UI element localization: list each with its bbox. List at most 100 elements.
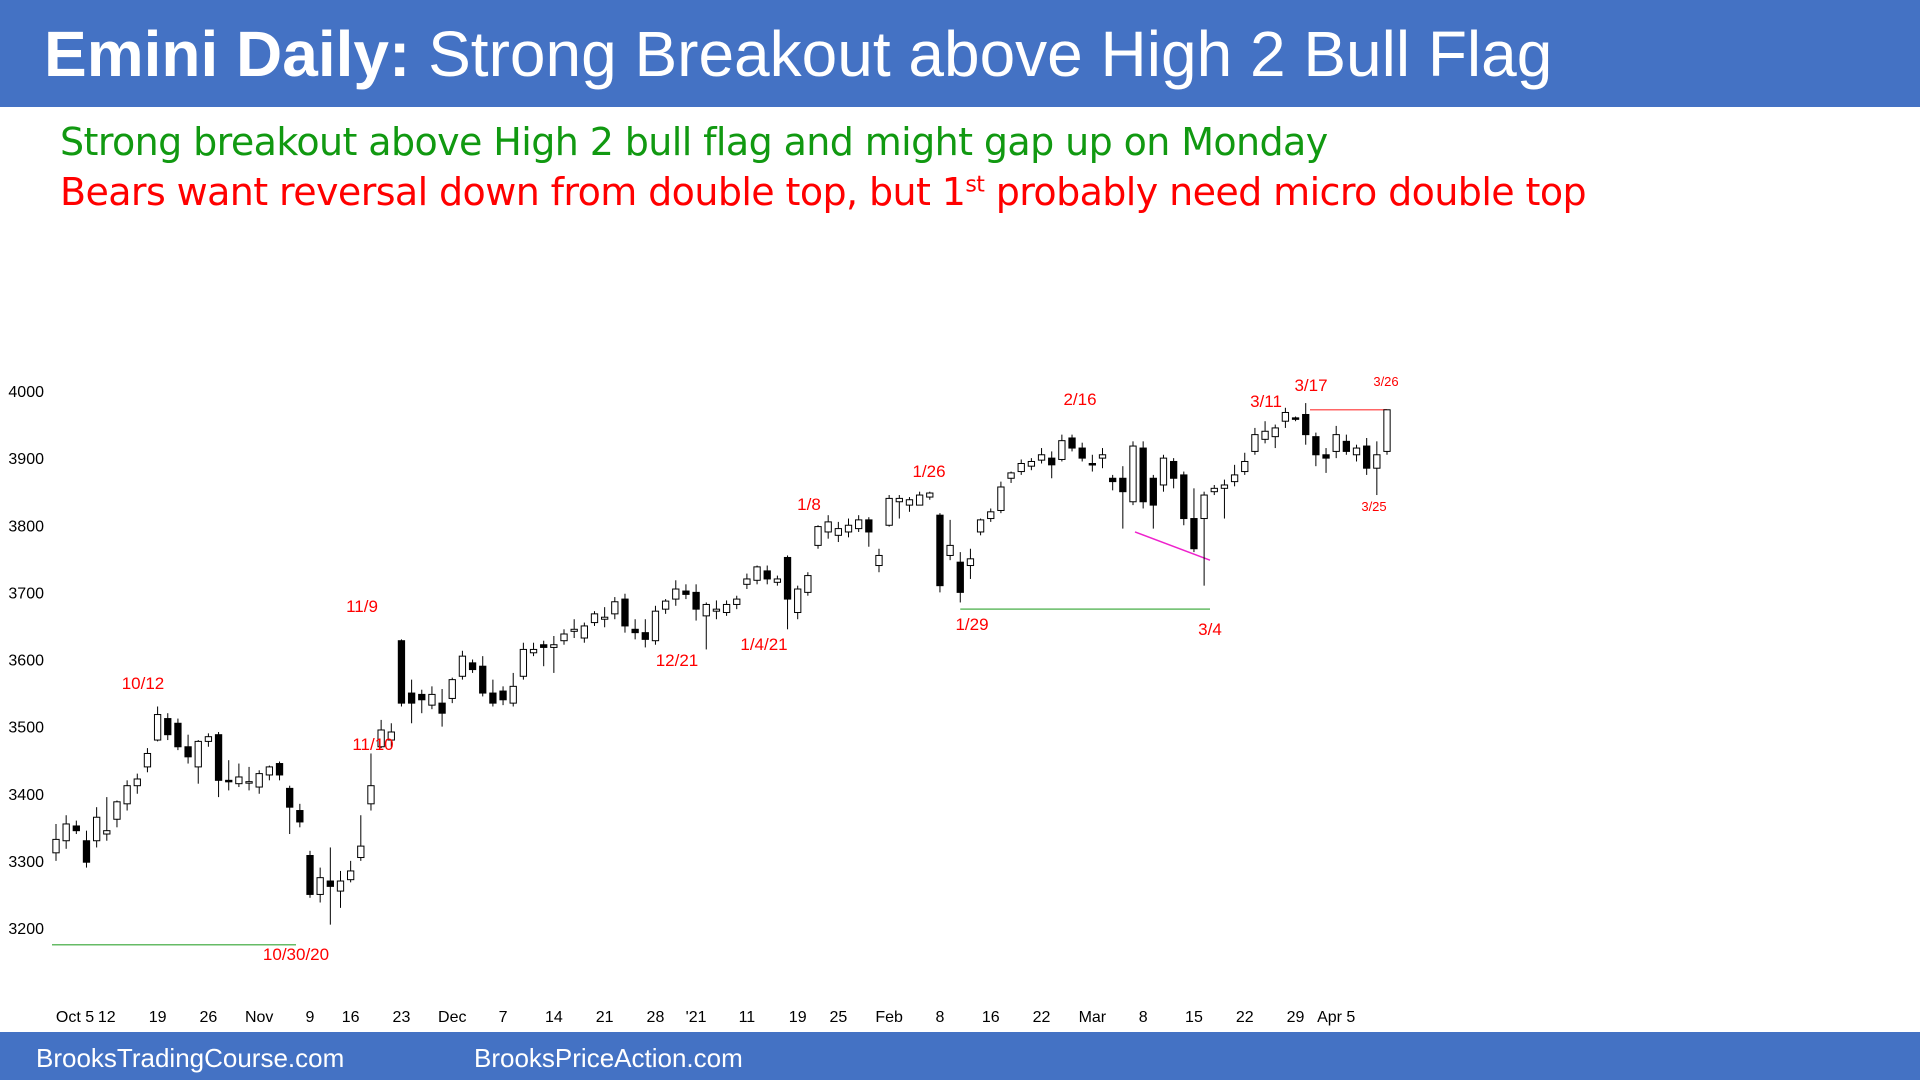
candle-body <box>153 714 162 741</box>
subtitle-line-2-sup: st <box>965 172 985 198</box>
candle-body <box>956 561 964 593</box>
candle-body <box>1159 457 1168 486</box>
candle-body <box>905 499 914 506</box>
subtitle-line-2-pre: Bears want reversal down from double top… <box>60 170 966 214</box>
x-tick-label: 7 <box>499 1009 508 1026</box>
x-tick-label: Nov <box>245 1009 273 1026</box>
x-tick-label: 26 <box>200 1009 218 1026</box>
candle-body <box>1119 477 1127 493</box>
candle-body <box>1332 434 1340 452</box>
candle-body <box>1149 477 1157 506</box>
candle-body <box>1312 436 1320 456</box>
candle-body <box>794 588 802 614</box>
candle-body <box>1068 437 1076 449</box>
candle-body <box>1220 484 1229 489</box>
candle-body <box>1291 417 1300 420</box>
y-tick-label: 3200 <box>8 921 44 938</box>
candle-body <box>1037 454 1046 461</box>
candle-body <box>418 693 426 701</box>
annotation-label: 10/30/20 <box>263 945 329 964</box>
subtitle-line-2-post: probably need micro double top <box>984 170 1587 214</box>
candle-body <box>1129 445 1137 503</box>
footer-link-brooks-price-action[interactable]: BrooksPriceAction.com <box>474 1043 743 1073</box>
candle-body <box>1373 454 1381 469</box>
annotation-label: 3/26 <box>1373 374 1398 389</box>
candle-body <box>377 729 385 748</box>
candle-body <box>1109 477 1117 483</box>
x-tick-label: 25 <box>829 1009 847 1026</box>
candle-body <box>113 801 121 820</box>
y-tick-label: 3800 <box>8 518 44 535</box>
candle-body <box>1048 457 1056 466</box>
x-tick-label: 9 <box>306 1009 315 1026</box>
candle-body <box>875 554 883 567</box>
y-tick-label: 3600 <box>8 653 44 670</box>
candle-body <box>245 781 253 784</box>
candle-body <box>631 628 639 634</box>
candle-body <box>763 570 771 580</box>
annotation-label: 1/26 <box>912 462 945 481</box>
candle-body <box>438 702 446 714</box>
y-tick-label: 3900 <box>8 451 44 468</box>
subtitle-line-1: Strong breakout above High 2 bull flag a… <box>60 120 1328 164</box>
y-tick-label: 4000 <box>8 384 44 401</box>
candle-body <box>1169 460 1178 479</box>
footer-bar <box>0 1032 1920 1080</box>
candle-body <box>194 740 202 768</box>
x-tick-label: 16 <box>982 1009 1000 1026</box>
candle-body <box>753 566 761 581</box>
candle-body <box>601 616 609 620</box>
candle-body <box>275 763 284 776</box>
candle-body <box>540 644 548 648</box>
annotation-label: 11/9 <box>346 597 378 616</box>
annotation-label: 10/12 <box>122 674 165 693</box>
candle-body <box>336 880 345 892</box>
candle-body <box>590 613 599 624</box>
candle-body <box>428 693 436 706</box>
x-tick-label: 12 <box>98 1009 116 1026</box>
candle-body <box>123 785 131 805</box>
candle-body <box>1098 454 1107 459</box>
x-tick-label: 22 <box>1236 1009 1254 1026</box>
candle-body <box>164 718 172 736</box>
candle-body <box>1251 434 1259 452</box>
candle-body <box>468 662 477 671</box>
candle-body <box>143 752 152 768</box>
candle-body <box>235 776 243 785</box>
candle-body <box>448 679 456 699</box>
x-tick-label: Oct 5 <box>56 1009 94 1026</box>
candle-body <box>306 855 314 895</box>
candle-body <box>62 823 70 842</box>
candle-body <box>987 511 995 520</box>
page-title: Emini Daily: Strong Breakout above High … <box>44 16 1552 92</box>
candle-body <box>895 497 903 503</box>
candle-body <box>1241 460 1249 473</box>
candle-body <box>103 830 111 835</box>
candle-body <box>479 665 487 694</box>
x-tick-label: Feb <box>875 1009 903 1026</box>
candle-body <box>844 524 853 533</box>
candle-body <box>570 628 578 632</box>
candle-body <box>346 870 355 881</box>
x-tick-label: 22 <box>1033 1009 1051 1026</box>
candle-body <box>1322 454 1330 459</box>
candle-body <box>804 575 812 593</box>
x-tick-label: 8 <box>935 1009 944 1026</box>
candle-body <box>621 598 629 627</box>
candle-body <box>580 625 588 639</box>
x-tick-label: 23 <box>393 1009 411 1026</box>
candle-body <box>733 598 741 605</box>
candle-body <box>1363 445 1371 469</box>
x-tick-label: 19 <box>789 1009 807 1026</box>
candle-body <box>1078 447 1086 459</box>
candle-body <box>367 785 375 805</box>
candle-body <box>1017 462 1025 473</box>
annotation-label: 3/4 <box>1198 620 1222 639</box>
title-rest: Strong Breakout above High 2 Bull Flag <box>428 18 1553 90</box>
footer-link-brooks-trading-course[interactable]: BrooksTradingCourse.com <box>36 1043 345 1073</box>
candle-body <box>865 519 873 533</box>
x-tick-label: Dec <box>438 1009 466 1026</box>
candle-body <box>1088 462 1097 466</box>
x-tick-label: 21 <box>596 1009 614 1026</box>
candle-body <box>1007 472 1015 479</box>
